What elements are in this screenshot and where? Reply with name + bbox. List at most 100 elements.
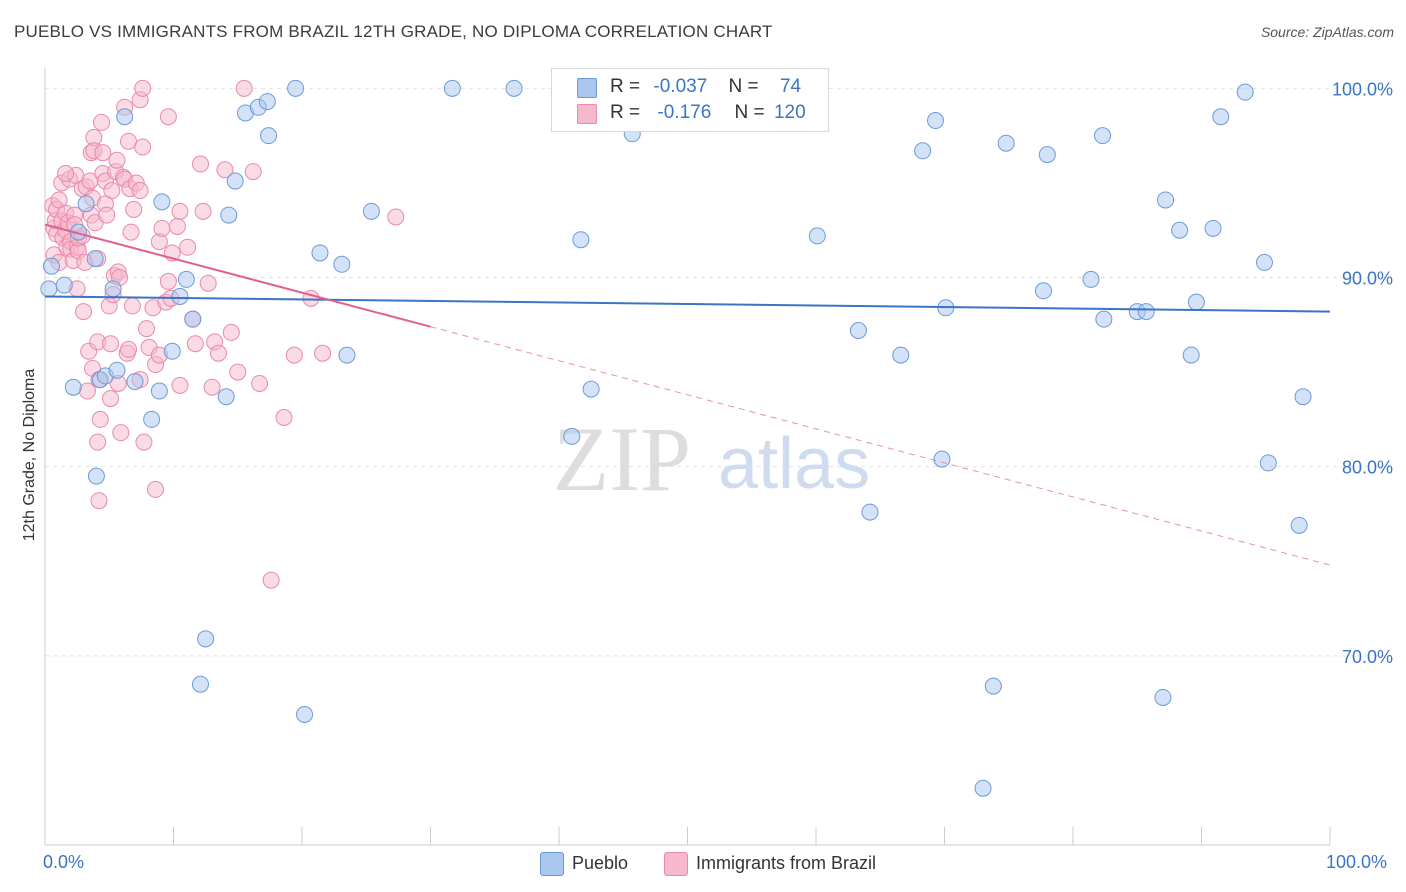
pueblo-point [997,134,1015,152]
brazil-point [120,340,138,358]
pueblo-point [861,503,879,521]
trend-lines [44,223,1331,566]
pueblo-point [153,193,171,211]
brazil-point [194,202,212,220]
bottom-legend-pueblo: Pueblo [540,852,628,876]
legend-box: R = -0.037 N = 74 R = -0.176 N = 120 [551,68,829,132]
legend-pueblo-n-value: 74 [779,76,802,97]
pueblo-point [87,467,105,485]
brazil-point [203,378,221,396]
pueblo-point [1157,191,1175,209]
pueblo-point [1095,310,1113,328]
brazil-point [186,335,204,353]
brazil-point [199,274,217,292]
brazil-point [123,297,141,315]
watermark-atlas: atlas [718,424,870,504]
bottom-brazil-swatch [664,852,688,876]
brazil-point [89,433,107,451]
pueblo-point [171,287,189,305]
pueblo-point [1290,516,1308,534]
pueblo-point [1094,127,1112,145]
legend-pueblo-text: R = -0.037 N = 74 [610,76,801,98]
brazil-point [108,151,126,169]
brazil-point [131,182,149,200]
pueblo-point [892,346,910,364]
brazil-point [387,208,405,226]
legend-pueblo-n-label: N = [728,76,759,97]
bottom-legend-brazil: Immigrants from Brazil [664,852,876,876]
brazil-trend-line-dashed [430,326,1331,566]
pueblo-point [86,250,104,268]
pueblo-point [163,342,181,360]
pueblo-point [143,410,161,428]
pueblo-swatch [577,78,597,98]
pueblo-point [177,270,195,288]
brazil-point [134,138,152,156]
y-tick-label: 80.0% [1342,458,1393,478]
brazil-point [103,182,121,200]
pueblo-point [55,276,73,294]
brazil-point [262,571,280,589]
legend-pueblo-r-value: -0.037 [653,76,708,97]
brazil-point [171,376,189,394]
pueblo-point [217,388,235,406]
brazil-point [244,163,262,181]
pueblo-point [150,382,168,400]
legend-brazil-n-value: 120 [773,102,806,123]
pueblo-point [1137,303,1155,321]
pueblo-point [984,677,1002,695]
brazil-point [78,382,96,400]
pueblo-point [1171,221,1189,239]
brazil-point [171,202,189,220]
brazil-point [91,410,109,428]
legend-brazil-text: R = -0.176 N = 120 [610,102,806,124]
brazil-point [209,344,227,362]
brazil-point [93,113,111,131]
brazil-point [168,217,186,235]
pueblo-point [108,361,126,379]
source-label: Source: ZipAtlas.com [1260,24,1394,40]
pueblo-point [362,202,380,220]
pueblo-point [1259,454,1277,472]
pueblo-point [1082,270,1100,288]
pueblo-point [808,227,826,245]
brazil-point [235,79,253,97]
legend-brazil-r-label: R = [610,102,641,123]
x-tick-label-max: 100.0% [1326,852,1388,872]
axes [44,68,1331,846]
y-tick-label: 90.0% [1342,269,1393,289]
brazil-point [134,79,152,97]
brazil-point [179,238,197,256]
brazil-point [94,144,112,162]
brazil-point [125,200,143,218]
pueblo-point [1212,108,1230,126]
legend-brazil-r-value: -0.176 [657,102,712,123]
brazil-point [138,320,156,338]
pueblo-point [914,142,932,160]
brazil-point [285,346,303,364]
brazil-trend-line [44,223,431,328]
brazil-point [57,164,75,182]
brazil-point [275,409,293,427]
pueblo-point [220,206,238,224]
y-tick-label: 70.0% [1342,647,1393,667]
legend-row-brazil: R = -0.176 N = 120 [552,100,828,126]
pueblo-point [563,427,581,445]
pueblo-point [296,705,314,723]
brazil-point [90,492,108,510]
pueblo-point [1204,219,1222,237]
pueblo-point [64,378,82,396]
pueblo-point [1255,253,1273,271]
brazil-point [102,335,120,353]
legend-brazil-n-label: N = [734,102,765,123]
brazil-point [135,433,153,451]
brazil-point [147,480,165,498]
pueblo-point [116,108,134,126]
pueblo-point [1182,346,1200,364]
brazil-point [159,108,177,126]
pueblo-point [40,280,58,298]
brazil-swatch [577,104,597,124]
pueblo-point [1236,83,1254,101]
brazil-point [102,390,120,408]
